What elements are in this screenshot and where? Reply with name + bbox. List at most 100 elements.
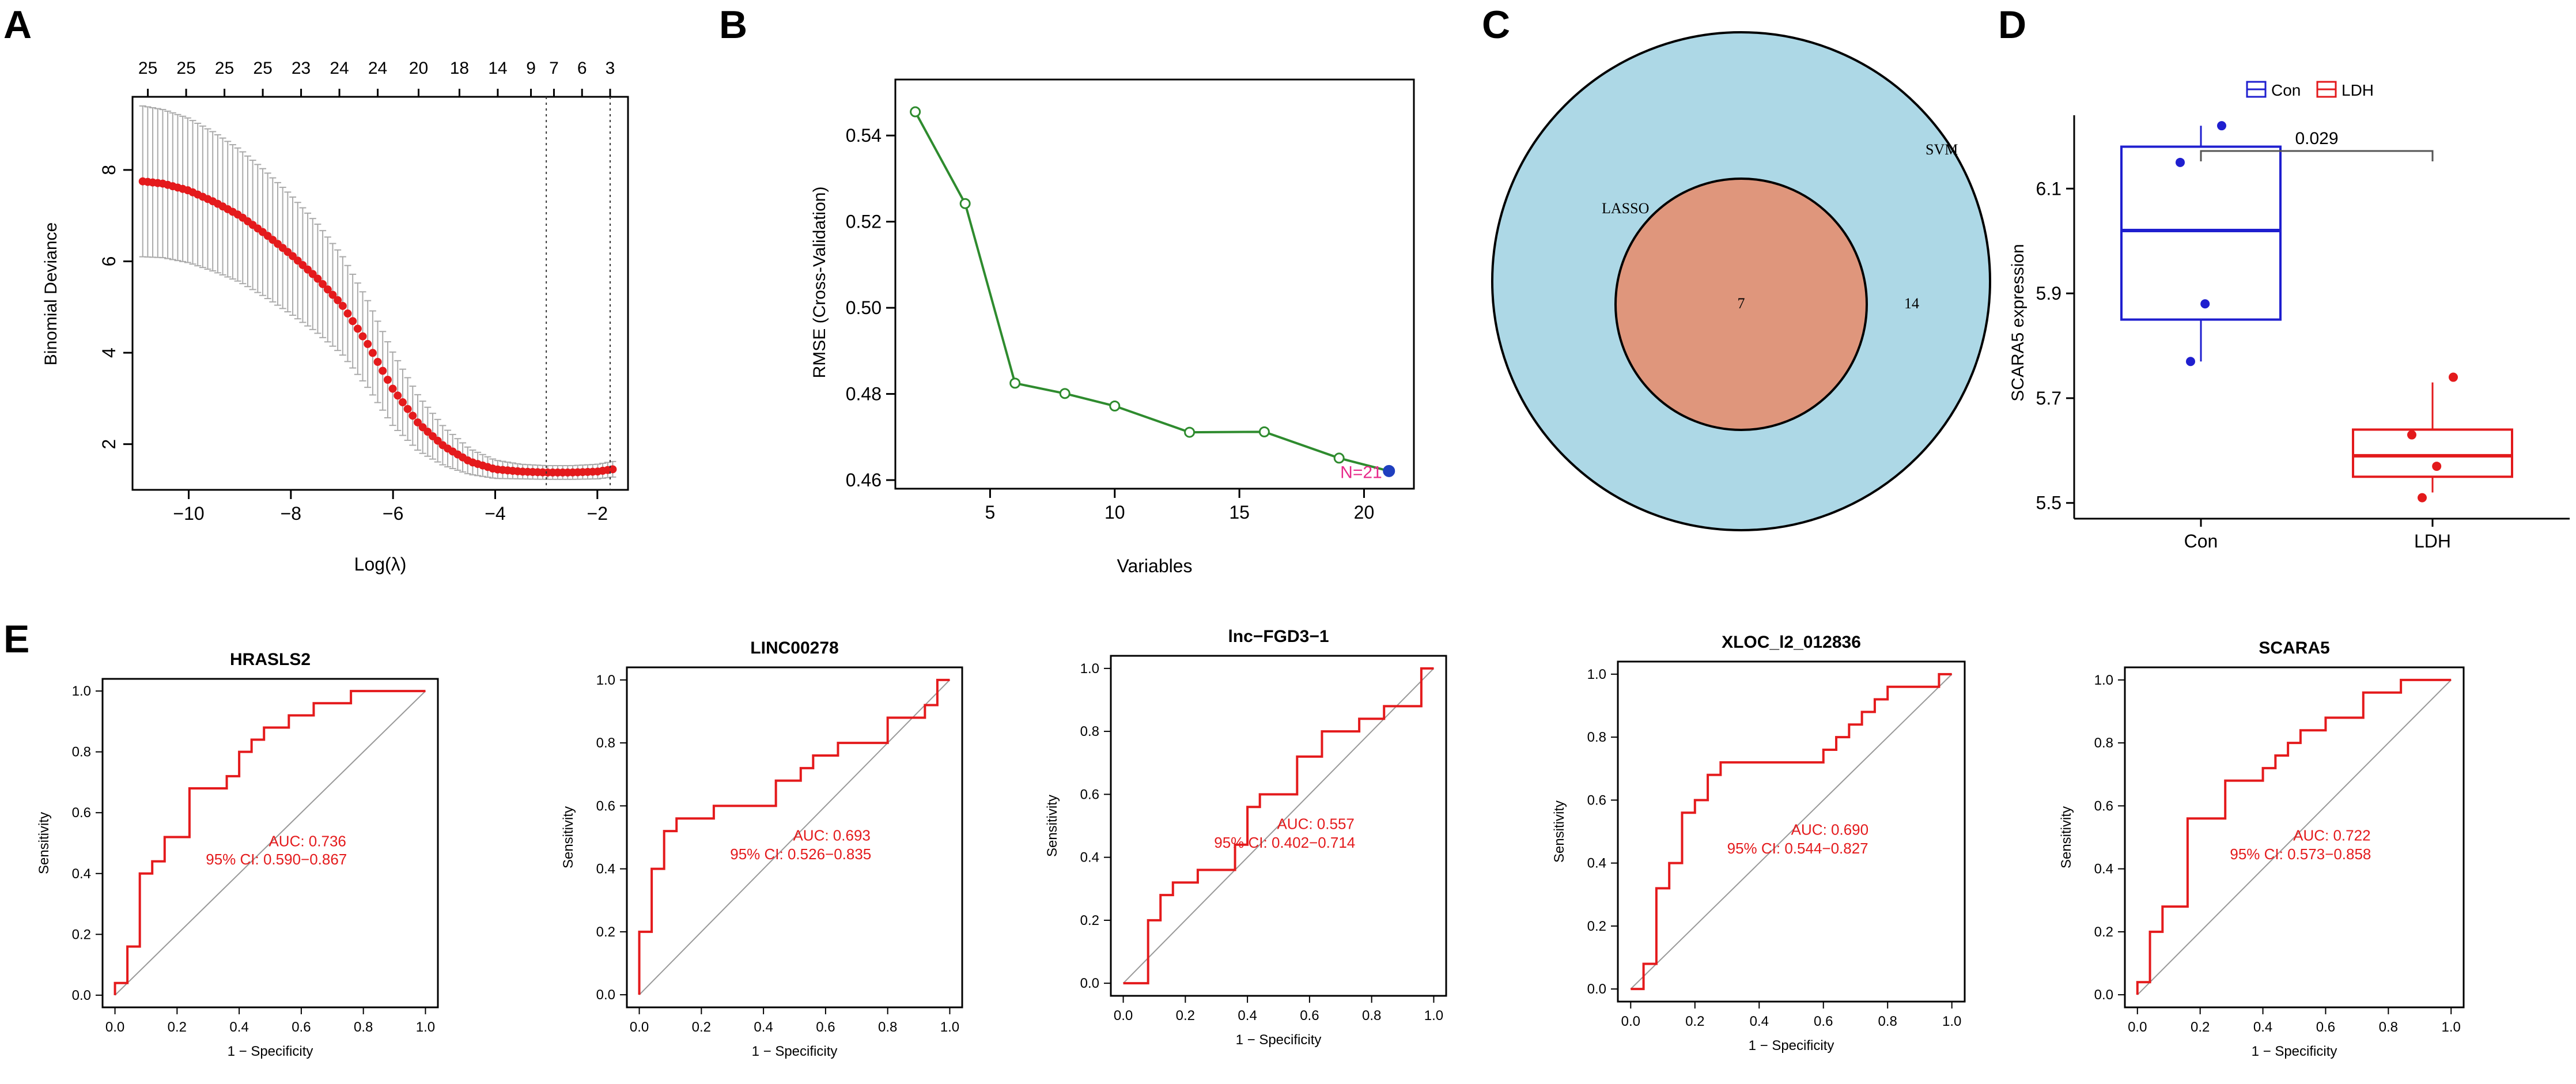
x-tick-label: 0.4 — [1238, 1008, 1257, 1023]
y-tick-label: 0.8 — [596, 735, 615, 751]
y-tick-label: 0.2 — [1587, 919, 1606, 934]
data-point — [2176, 157, 2185, 167]
y-tick-label: 0.52 — [846, 211, 882, 232]
y-tick-label: 0.6 — [596, 798, 615, 814]
roc-curve — [638, 678, 950, 995]
deviance-point — [368, 349, 377, 357]
x-axis-label: Variables — [1117, 556, 1192, 576]
y-tick-label: 0.4 — [2094, 862, 2113, 877]
x-tick-label: 0.0 — [1114, 1008, 1133, 1023]
roc-curve — [1123, 667, 1434, 985]
deviance-point — [364, 339, 372, 348]
rmse-point — [1258, 426, 1270, 437]
legend-label-ldh: LDH — [2342, 81, 2374, 99]
x-tick-label: 0.6 — [1300, 1008, 1319, 1023]
y-tick-label: 0.6 — [72, 805, 91, 821]
panel-b-rfe: 5 10 15 20 0.46 0.48 0.50 0.52 0.54 N=21 Variab… — [810, 78, 1415, 576]
top-axis-labels: 25 25 25 25 23 24 24 20 18 14 9 7 6 3 — [138, 59, 615, 97]
lasso-set-label: LASSO — [1602, 200, 1649, 217]
deviance-points — [138, 177, 617, 477]
roc-subplot: LINC00278 0.0 0.0 0.2 0.2 0.4 0.4 0.6 0.6 0.8 0.8 1… — [561, 639, 963, 1059]
y-axis-label: RMSE (Cross-Validation) — [810, 187, 829, 379]
top-axis-label: 25 — [253, 59, 272, 78]
intersection-count: 7 — [1738, 295, 1745, 312]
roc-title: XLOC_l2_012836 — [1722, 633, 1861, 652]
auc-label: AUC: 0.690 — [1791, 821, 1868, 838]
rmse-line — [910, 106, 1395, 477]
x-tick-label: 0.4 — [754, 1019, 773, 1035]
roc-subplot: lnc−FGD3−1 0.0 0.0 0.2 0.2 0.4 0.4 0.6 0.6 0.8 0.8… — [1045, 627, 1447, 1048]
y-ticks: 0.46 0.48 0.50 0.52 0.54 — [846, 125, 895, 490]
deviance-point — [343, 309, 352, 318]
y-tick-label: 1.0 — [72, 683, 91, 699]
y-tick-label: 0.48 — [846, 384, 882, 405]
optimal-point — [1383, 464, 1395, 477]
diagonal-reference — [2137, 679, 2452, 995]
x-tick-label: 0.0 — [1621, 1014, 1640, 1029]
deviance-point — [413, 418, 422, 426]
x-tick-label: −6 — [383, 503, 403, 524]
y-tick-label: 1.0 — [596, 673, 615, 688]
x-tick-label: 0.8 — [354, 1019, 373, 1035]
x-axis-label: 1 − Specificity — [752, 1044, 838, 1059]
top-axis-label: 24 — [368, 59, 387, 78]
diagonal-reference — [638, 679, 951, 995]
data-point — [2418, 493, 2427, 503]
lambda-lines — [546, 97, 611, 490]
top-axis-label: 6 — [577, 59, 587, 78]
y-axis-label: Sensitivity — [1045, 795, 1060, 857]
y-tick-label: 0.54 — [846, 125, 882, 146]
x-ticks: Con LDH — [2184, 519, 2451, 552]
deviance-point — [403, 405, 412, 413]
panel-letter-b: B — [719, 3, 747, 47]
x-ticks: 5 10 15 20 — [985, 489, 1374, 523]
data-point — [2200, 299, 2210, 309]
plot-frame — [101, 678, 439, 1009]
rmse-point — [1109, 401, 1121, 412]
x-tick-label: 10 — [1104, 502, 1125, 523]
x-tick-label: 0.2 — [692, 1019, 711, 1035]
deviance-point — [328, 290, 337, 299]
y-tick-label: 0.2 — [1080, 913, 1099, 928]
x-tick-label: 0.2 — [1685, 1014, 1704, 1029]
x-tick-label: −4 — [485, 503, 505, 524]
x-tick-label: −10 — [173, 503, 204, 524]
top-axis-label: 24 — [330, 59, 349, 78]
x-tick-label: 1.0 — [1424, 1008, 1443, 1023]
x-tick-label: 1.0 — [1942, 1014, 1961, 1029]
x-tick-label: Con — [2184, 531, 2218, 552]
panel-letter-a: A — [3, 3, 32, 47]
deviance-point — [323, 285, 332, 294]
roc-curve — [1631, 673, 1952, 991]
x-tick-label: 0.8 — [1362, 1008, 1381, 1023]
plot-frame — [894, 78, 1415, 490]
rmse-point — [910, 106, 921, 118]
top-axis-label: 20 — [409, 59, 428, 78]
x-tick-label: 0.6 — [816, 1019, 835, 1035]
y-tick-label: 0.4 — [1080, 850, 1099, 866]
x-axis-label: 1 − Specificity — [228, 1044, 313, 1059]
panel-letter-d: D — [1998, 3, 2026, 47]
x-axis-label: 1 − Specificity — [1236, 1032, 1322, 1048]
data-point — [2217, 121, 2226, 131]
y-axis-label: Sensitivity — [561, 806, 576, 868]
x-tick-label: 15 — [1229, 502, 1250, 523]
legend: Con LDH — [2246, 81, 2374, 99]
y-tick-label: 0.2 — [2094, 924, 2113, 940]
panel-letter-c: C — [1482, 3, 1510, 47]
x-tick-label: 0.0 — [2128, 1019, 2147, 1035]
roc-curve — [114, 690, 426, 995]
panel-c-venn: SVM LASSO 7 14 — [1491, 31, 1991, 531]
significance-bracket — [2200, 150, 2434, 161]
x-axis-label: 1 − Specificity — [1749, 1038, 1834, 1053]
x-ticks: −10 −8 −6 −4 −2 — [173, 490, 608, 524]
top-axis-label: 3 — [606, 59, 615, 78]
x-tick-label: 0.0 — [630, 1019, 649, 1035]
svm-set-label: SVM — [1926, 141, 1958, 158]
deviance-point — [388, 384, 397, 393]
diagonal-reference — [1630, 674, 1953, 989]
y-tick-label: 1.0 — [1587, 667, 1606, 682]
roc-title: HRASLS2 — [230, 650, 311, 669]
top-axis-label: 9 — [526, 59, 536, 78]
